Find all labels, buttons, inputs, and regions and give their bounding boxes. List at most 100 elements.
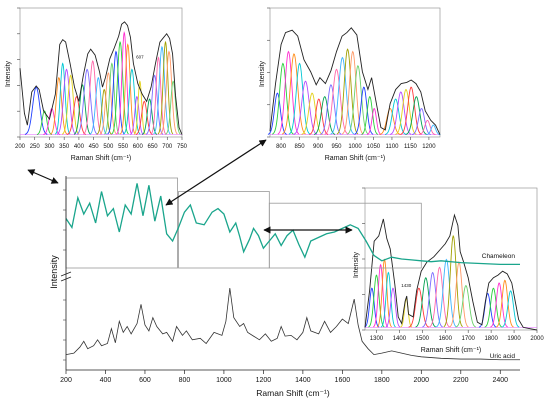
fit-component [390, 91, 412, 135]
chart-panel-main: Chameleon Uric acid 200 400 600 800 1000 1200 14… [49, 176, 520, 398]
fit-component [89, 76, 107, 135]
fit-component [116, 31, 133, 135]
x-tick-label: 1050 [367, 144, 381, 150]
x-tick-label: 1800 [484, 336, 498, 342]
fit-component [281, 53, 306, 135]
fit-component [324, 68, 349, 135]
fit-component [373, 263, 389, 328]
x-tick-label: 200 [15, 144, 26, 150]
zoom-arrow [165, 139, 267, 206]
fit-component [419, 119, 436, 135]
x-axis-label: Raman Shift (cm⁻¹) [325, 155, 385, 162]
x-axis-label: Raman Shift (cm⁻¹) [421, 347, 481, 354]
y-axis-label: Intensity [353, 251, 360, 278]
x-tick-label: 1400 [393, 336, 407, 342]
x-tick-label: 2200 [453, 377, 469, 384]
x-tick-label: 1700 [462, 336, 476, 342]
fit-component [61, 74, 80, 135]
x-tick-label: 1100 [386, 144, 400, 150]
fit-component [130, 95, 144, 135]
x-tick-label: 1900 [507, 336, 521, 342]
fit-component [135, 100, 153, 135]
fit-component [455, 284, 477, 328]
zoom-box [178, 191, 270, 269]
fit-component [309, 98, 329, 135]
fit-component [119, 43, 136, 135]
fit-component [157, 40, 174, 135]
fit-component [104, 62, 120, 135]
fit-component [123, 68, 141, 135]
peak-annotation: 1430 [401, 283, 412, 288]
envelope-line [269, 27, 441, 135]
fit-component [153, 45, 171, 135]
x-tick-label: 750 [177, 144, 188, 150]
fit-component [54, 62, 71, 135]
fit-component [107, 50, 125, 135]
fit-component [272, 62, 294, 135]
fit-component [501, 290, 520, 328]
fit-component [83, 60, 103, 135]
chart-panel-top-right: 800 850 900 950 1000 1050 1100 1150 1200 Raman Sh… [259, 7, 441, 162]
x-tick-label: 1800 [374, 377, 390, 384]
x-tick-label: 700 [162, 144, 173, 150]
x-tick-label: 1150 [404, 144, 418, 150]
x-tick-label: 500 [103, 144, 114, 150]
x-tick-label: 800 [179, 377, 191, 384]
fit-component [336, 48, 359, 135]
fit-component [301, 92, 323, 135]
fit-component [330, 56, 355, 135]
series-line-uric-acid [65, 287, 520, 361]
x-tick-label: 1500 [416, 336, 430, 342]
x-tick-label: 550 [118, 144, 129, 150]
envelope-line [19, 21, 183, 135]
x-tick-label: 1200 [422, 144, 436, 150]
fit-component [111, 40, 129, 135]
x-tick-label: 2000 [414, 377, 430, 384]
axis-break [60, 271, 72, 277]
series-label-uric-acid: Uric acid [490, 353, 516, 360]
fit-component [43, 107, 61, 135]
x-tick-label: 1000 [216, 377, 232, 384]
x-tick-label: 1300 [370, 336, 384, 342]
x-tick-label: 600 [133, 144, 144, 150]
fit-component [361, 96, 379, 135]
fit-component [364, 287, 380, 328]
y-axis-label: Intensity [49, 255, 59, 289]
fit-component [411, 107, 431, 135]
fit-component [160, 50, 178, 135]
fit-component [73, 84, 91, 135]
fit-component [24, 86, 48, 135]
y-axis-label: Intensity [259, 60, 266, 87]
x-tick-label: 1600 [439, 336, 453, 342]
fit-component [133, 80, 146, 135]
fit-component [56, 68, 77, 135]
chart-panel-bottom-right: 1300 1400 1500 1600 1700 1800 1900 2000 Raman Sh… [353, 187, 544, 354]
x-tick-label: 950 [332, 144, 343, 150]
x-tick-label: 350 [59, 144, 70, 150]
fit-component [380, 271, 396, 328]
fit-component [165, 80, 181, 135]
x-tick-label: 400 [74, 144, 85, 150]
x-axis-label: Raman Shift (cm⁻¹) [71, 155, 131, 162]
fit-component [443, 234, 463, 328]
fit-component [96, 88, 112, 135]
x-tick-label: 400 [100, 377, 112, 384]
axis-break [60, 276, 72, 282]
chart-panel-top-left: 200 250 300 350 400 450 500 550 600 650 700 750Rama… [5, 7, 188, 162]
fit-component [395, 88, 417, 135]
x-tick-label: 250 [30, 144, 41, 150]
fit-component [341, 50, 364, 135]
zoom-box [268, 202, 422, 269]
fit-component [277, 50, 300, 135]
fit-component [50, 76, 68, 135]
fit-component [426, 124, 441, 136]
fit-component [368, 274, 385, 328]
fit-component [76, 68, 98, 135]
fit-component [267, 92, 287, 135]
fit-component [320, 84, 342, 135]
x-tick-label: 600 [139, 377, 151, 384]
x-tick-label: 1000 [348, 144, 362, 150]
x-tick-label: 1200 [256, 377, 272, 384]
zoom-connectors [27, 139, 353, 234]
